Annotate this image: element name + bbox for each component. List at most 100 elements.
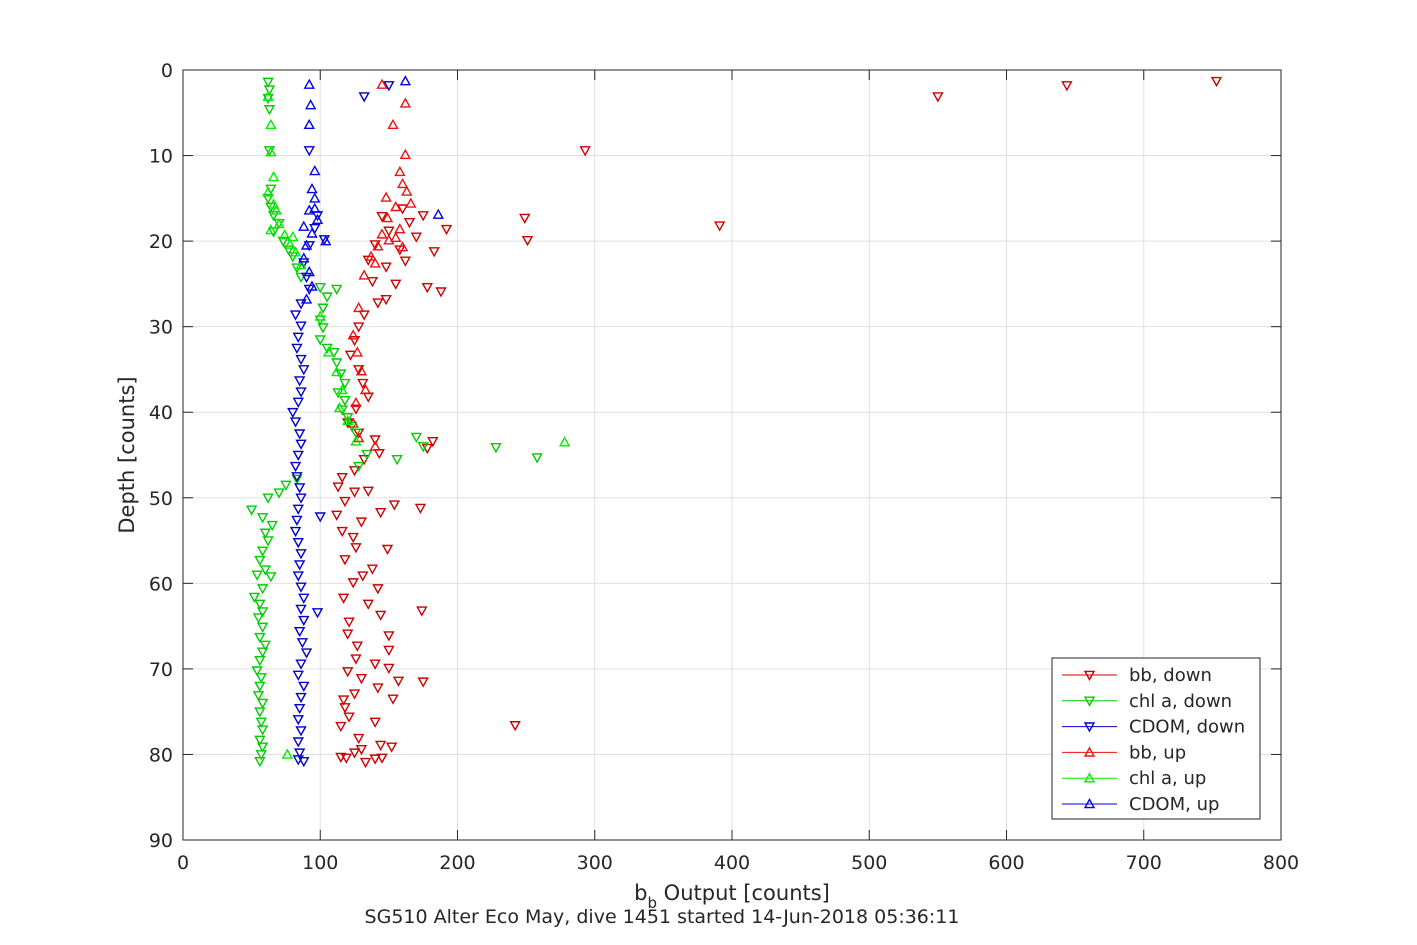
data-point (392, 676, 405, 687)
x-axis-label: bb Output [counts] (634, 881, 830, 912)
data-point (296, 638, 309, 649)
data-point (358, 269, 370, 280)
data-point (342, 414, 354, 426)
data-point (331, 284, 343, 295)
data-point (350, 404, 362, 415)
data-point (417, 677, 429, 688)
data-point (254, 735, 266, 746)
data-point (365, 250, 377, 261)
y-tick-label: 50 (149, 488, 173, 510)
data-point (519, 213, 531, 224)
data-point (340, 753, 353, 764)
data-point (394, 165, 406, 177)
data-point (380, 191, 392, 202)
data-point (348, 336, 361, 347)
data-point (331, 366, 343, 377)
data-point (713, 221, 726, 232)
data-point (335, 721, 347, 733)
data-point (291, 343, 303, 354)
data-point (428, 247, 440, 258)
data-point (435, 287, 447, 298)
data-point (558, 436, 571, 447)
data-point (427, 437, 439, 448)
data-point (287, 230, 299, 242)
data-point (298, 220, 310, 231)
legend-marker (1083, 696, 1096, 707)
x-tick-label: 400 (714, 852, 750, 874)
y-tick-label: 0 (161, 60, 173, 82)
data-point (263, 146, 276, 157)
data-point (292, 670, 304, 681)
data-point (362, 599, 374, 610)
data-point (440, 224, 453, 236)
data-point (295, 272, 307, 283)
data-point (254, 707, 266, 718)
data-point (309, 202, 321, 213)
data-point (311, 213, 324, 225)
data-point (376, 211, 388, 223)
data-point (320, 235, 332, 246)
data-point (254, 656, 266, 667)
legend-entry-label: CDOM, up (1129, 794, 1219, 815)
data-point (399, 75, 412, 86)
data-point (295, 259, 307, 270)
data-point (266, 520, 278, 532)
x-tick-label: 600 (988, 852, 1024, 874)
data-point (350, 435, 362, 446)
data-point (295, 439, 307, 450)
data-point (293, 748, 306, 759)
data-point (262, 536, 274, 547)
data-point (293, 703, 306, 715)
data-point (372, 584, 384, 595)
data-point (579, 146, 591, 157)
data-point (417, 211, 429, 222)
data-point (336, 472, 348, 484)
series-5 (298, 75, 444, 304)
data-point (348, 466, 361, 477)
data-point (293, 560, 306, 571)
data-point (357, 378, 369, 390)
data-point (380, 294, 392, 306)
data-point (366, 277, 379, 288)
data-point (298, 681, 310, 692)
y-tick-label: 80 (149, 744, 173, 766)
data-point (372, 683, 384, 694)
legend-marker (1083, 772, 1096, 783)
legend-entry-label: chl a, up (1129, 768, 1206, 789)
data-point (265, 224, 277, 235)
data-point (298, 615, 310, 627)
data-point (295, 692, 307, 704)
data-point (417, 442, 429, 453)
data-point (303, 118, 315, 130)
data-point (351, 346, 363, 357)
y-tick-label: 10 (149, 146, 173, 168)
data-point (263, 85, 276, 96)
data-point (265, 118, 277, 130)
data-point (343, 712, 355, 723)
data-point (1210, 76, 1223, 88)
data-point (352, 322, 365, 333)
data-point (293, 429, 306, 440)
data-point (342, 413, 354, 424)
data-point (350, 543, 362, 554)
data-point (318, 235, 331, 246)
data-point (374, 740, 387, 751)
data-point (410, 432, 423, 443)
data-point (303, 241, 315, 252)
data-point (292, 397, 304, 408)
data-point (331, 510, 343, 521)
data-point (289, 461, 302, 473)
data-point (292, 571, 304, 582)
data-point (311, 608, 324, 619)
data-point (358, 92, 370, 103)
data-point (256, 725, 269, 736)
y-axis-ticks: 0 10 20 30 40 50 60 70 80 90 (149, 60, 1281, 852)
data-point (273, 218, 285, 229)
data-point (387, 118, 399, 130)
data-point (292, 737, 304, 748)
data-point (369, 440, 381, 451)
data-point (314, 310, 326, 321)
legend: bb, down chl a, down CDOM, down bb, up chl a… (1051, 657, 1261, 820)
legend-box (1051, 657, 1261, 820)
data-point (309, 165, 321, 176)
